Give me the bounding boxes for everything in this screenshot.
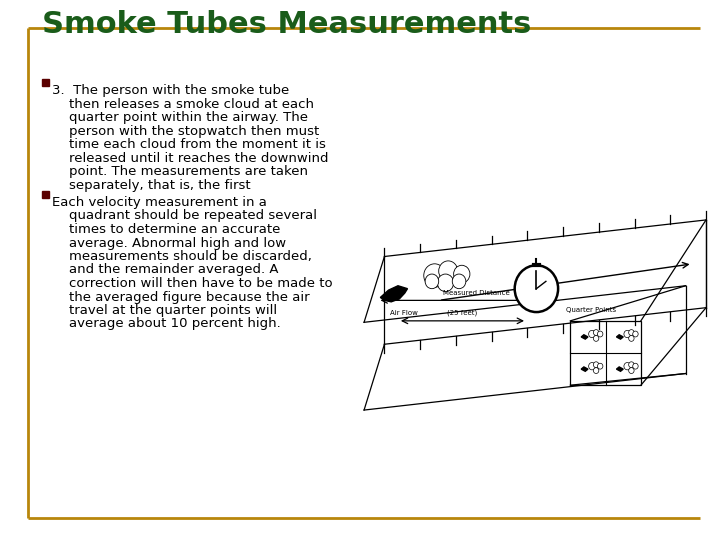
Text: then releases a smoke cloud at each: then releases a smoke cloud at each — [52, 98, 314, 111]
Text: and the remainder averaged. A: and the remainder averaged. A — [52, 264, 279, 276]
Circle shape — [633, 331, 638, 337]
Text: time each cloud from the moment it is: time each cloud from the moment it is — [52, 138, 326, 151]
Circle shape — [452, 274, 466, 289]
Circle shape — [593, 335, 599, 341]
Circle shape — [593, 329, 599, 335]
Circle shape — [515, 265, 558, 312]
Bar — [42, 79, 49, 86]
Text: quadrant should be repeated several: quadrant should be repeated several — [52, 210, 317, 222]
Circle shape — [624, 362, 631, 370]
Circle shape — [437, 274, 454, 292]
Circle shape — [629, 368, 634, 374]
Text: quarter point within the airway. The: quarter point within the airway. The — [52, 111, 308, 124]
Text: Each velocity measurement in a: Each velocity measurement in a — [52, 196, 267, 209]
Circle shape — [589, 330, 595, 338]
Circle shape — [633, 363, 638, 369]
Circle shape — [593, 362, 599, 368]
Polygon shape — [581, 367, 588, 372]
Circle shape — [425, 274, 438, 289]
Circle shape — [593, 368, 599, 374]
Text: times to determine an accurate: times to determine an accurate — [52, 223, 280, 236]
Text: correction will then have to be made to: correction will then have to be made to — [52, 277, 333, 290]
Text: travel at the quarter points will: travel at the quarter points will — [52, 304, 277, 317]
Circle shape — [598, 363, 603, 369]
Circle shape — [629, 362, 634, 368]
Text: average about 10 percent high.: average about 10 percent high. — [52, 318, 281, 330]
Text: the averaged figure because the air: the averaged figure because the air — [52, 291, 310, 303]
Circle shape — [454, 265, 470, 283]
Bar — [42, 191, 49, 198]
Polygon shape — [581, 335, 588, 339]
Circle shape — [589, 362, 595, 370]
Text: released until it reaches the downwind: released until it reaches the downwind — [52, 152, 328, 165]
Text: (25 feet): (25 feet) — [447, 310, 477, 316]
Circle shape — [424, 264, 446, 287]
Polygon shape — [616, 367, 624, 372]
Circle shape — [598, 331, 603, 337]
Bar — [570, 321, 641, 385]
Circle shape — [629, 335, 634, 341]
Polygon shape — [616, 335, 624, 339]
Text: separately, that is, the first: separately, that is, the first — [52, 179, 251, 192]
Polygon shape — [380, 286, 408, 302]
Text: 3.  The person with the smoke tube: 3. The person with the smoke tube — [52, 84, 289, 97]
Text: Air Flow: Air Flow — [390, 310, 418, 316]
Circle shape — [438, 261, 458, 281]
Text: Measured Distance: Measured Distance — [443, 289, 509, 295]
Circle shape — [629, 329, 634, 335]
Text: point. The measurements are taken: point. The measurements are taken — [52, 165, 308, 178]
Text: measurements should be discarded,: measurements should be discarded, — [52, 250, 312, 263]
Text: Smoke Tubes Measurements: Smoke Tubes Measurements — [42, 10, 531, 39]
Text: Quarter Points: Quarter Points — [566, 307, 616, 313]
Text: average. Abnormal high and low: average. Abnormal high and low — [52, 237, 286, 249]
Circle shape — [624, 330, 631, 338]
Text: person with the stopwatch then must: person with the stopwatch then must — [52, 125, 319, 138]
